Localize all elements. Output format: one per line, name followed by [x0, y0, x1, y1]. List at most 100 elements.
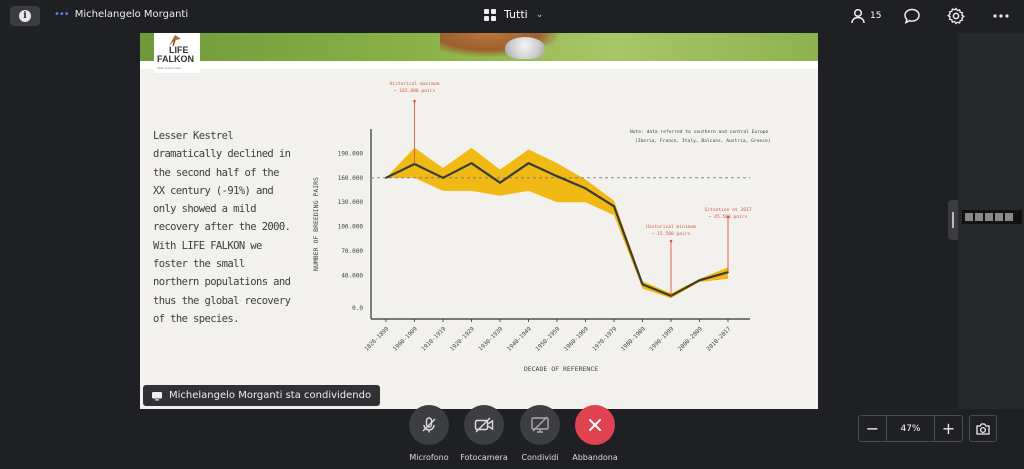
annotation-value: ~ 45.500 pairs — [709, 214, 748, 220]
x-tick-label: 1960-1969 — [563, 326, 590, 353]
share-button[interactable]: Condividi — [518, 405, 562, 462]
x-tick-label: 1990-1999 — [649, 326, 676, 353]
annotation-marker — [413, 99, 416, 103]
slide-description: Lesser Kestrel dramatically declined in … — [153, 130, 291, 325]
participants-button[interactable]: 15 — [850, 8, 881, 24]
dots-icon: ••• — [54, 9, 70, 20]
screen-share-icon — [152, 391, 162, 400]
top-bar: i ••• Michelangelo Morganti Tutti ⌄ 15 — [0, 0, 1024, 33]
sharing-banner: Michelangelo Morganti sta condividendo — [143, 385, 381, 406]
x-tick-label: 1920-1929 — [449, 326, 476, 353]
annotations: Historical maximum~ 182.000 pairs Histori… — [390, 81, 752, 296]
annotation-marker — [726, 215, 730, 219]
x-tick-label: 2010-2017 — [706, 326, 733, 353]
y-tick-label: 0.0 — [352, 305, 363, 312]
presenter-name: Michelangelo Morganti — [74, 9, 189, 20]
chart-note-line2: (Iberia, France, Italy, Balcans, Austria… — [635, 138, 771, 144]
data-point — [470, 162, 473, 165]
slide-thumbnail[interactable] — [962, 210, 1022, 224]
zoom-in-button[interactable]: + — [941, 419, 956, 438]
annotation-value: ~ 15.500 pairs — [652, 231, 691, 237]
confidence-band — [386, 147, 728, 299]
chevron-down-icon: ⌄ — [535, 9, 544, 20]
x-tick-label: 1970-1979 — [592, 326, 619, 353]
population-chart: 0.0 40.000 70.000 100.000 130.000 160.000 190.… — [312, 81, 771, 373]
share-label: Condividi — [521, 453, 559, 462]
x-tick-label: 1940-1949 — [506, 326, 533, 353]
camera-icon — [976, 422, 990, 435]
more-options-icon[interactable] — [992, 7, 1010, 25]
layout-label: Tutti — [504, 8, 528, 21]
logo-text: LIFE FALKON — [157, 46, 194, 64]
person-icon — [851, 8, 865, 24]
y-tick-labels: 0.0 40.000 70.000 100.000 130.000 160.000 190.… — [338, 150, 364, 312]
share-screen-off-icon — [531, 416, 549, 433]
leave-label: Abbandona — [572, 453, 618, 462]
x-tick-label: 1950-1959 — [535, 326, 562, 353]
bottom-bar — [0, 409, 1024, 469]
sharing-text: Michelangelo Morganti sta condividendo — [169, 390, 372, 401]
x-tick-label: 1930-1939 — [478, 326, 505, 353]
y-tick-label: 100.000 — [338, 224, 364, 231]
annotation-title: Situation at 2017 — [704, 207, 751, 213]
data-point — [584, 187, 587, 190]
data-point — [613, 205, 615, 208]
camera-label: Fotocamera — [460, 453, 508, 462]
data-point — [527, 162, 530, 165]
logo-tagline: LIFE on the move — [157, 66, 181, 70]
x-tick-label: 1900-1909 — [392, 326, 419, 353]
y-tick-label: 40.000 — [341, 272, 363, 279]
annotation-title: Historical maximum — [390, 81, 440, 87]
falcon-icon — [169, 35, 181, 47]
zoom-control: − 47% + — [858, 415, 963, 442]
x-tick-label: 1826-1899 — [364, 326, 391, 353]
x-tick-labels: 1826-1899 1900-1909 1910-1919 1920-1929 1930… — [364, 319, 733, 353]
x-tick-label: 1980-1989 — [620, 326, 647, 353]
screenshot-button[interactable] — [969, 415, 997, 442]
data-point — [385, 176, 387, 179]
slide-banner — [140, 33, 818, 61]
microphone-label: Microfono — [409, 453, 449, 462]
logo-line2: FALKON — [157, 54, 194, 64]
y-tick-label: 160.000 — [338, 175, 364, 182]
x-axis-label: DECADE OF REFERENCE — [524, 365, 598, 373]
data-point — [499, 181, 501, 184]
layout-selector[interactable]: Tutti ⌄ — [484, 8, 543, 21]
data-point — [556, 175, 558, 178]
zoom-value: 47% — [886, 416, 935, 441]
microphone-off-icon — [422, 417, 436, 433]
band-area — [386, 147, 728, 299]
close-icon — [589, 419, 601, 431]
x-tick-label: 1910-1919 — [421, 326, 448, 353]
annotation-title: Historical minimum — [646, 224, 696, 230]
panel-handle[interactable] — [948, 200, 958, 240]
annotation-marker — [669, 239, 673, 243]
microphone-button[interactable]: Microfono — [407, 405, 451, 462]
annotation-value: ~ 182.000 pairs — [394, 88, 436, 94]
y-tick-label: 70.000 — [341, 248, 363, 255]
chat-icon[interactable] — [903, 7, 921, 25]
x-tick-label: 2000-2009 — [677, 326, 704, 353]
info-button[interactable]: i — [10, 6, 40, 26]
y-tick-label: 130.000 — [338, 199, 364, 206]
banner-divider — [140, 61, 818, 69]
chart-note-line1: Note: data referred to southern and cent… — [630, 129, 769, 135]
gear-icon[interactable] — [947, 7, 965, 25]
data-point — [442, 176, 444, 179]
camera-off-icon — [474, 417, 494, 433]
life-falkon-logo — [154, 33, 200, 73]
grid-icon — [484, 8, 496, 21]
data-point — [698, 279, 701, 282]
presenter-label: ••• Michelangelo Morganti — [54, 9, 188, 20]
zoom-out-button[interactable]: − — [865, 419, 880, 438]
info-icon: i — [19, 10, 31, 22]
shared-slide: LIFE FALKON LIFE on the move Lesser Kest… — [140, 33, 818, 409]
y-axis-label: NUMBER OF BREEDING PAIRS — [312, 177, 320, 271]
y-tick-label: 190.000 — [338, 150, 364, 157]
kestrel-head-image — [505, 37, 545, 59]
participants-count: 15 — [870, 11, 882, 21]
leave-button[interactable]: Abbandona — [572, 405, 618, 462]
data-point — [641, 283, 644, 286]
camera-button[interactable]: Fotocamera — [460, 405, 508, 462]
logo-line1: LIFE — [169, 45, 189, 55]
